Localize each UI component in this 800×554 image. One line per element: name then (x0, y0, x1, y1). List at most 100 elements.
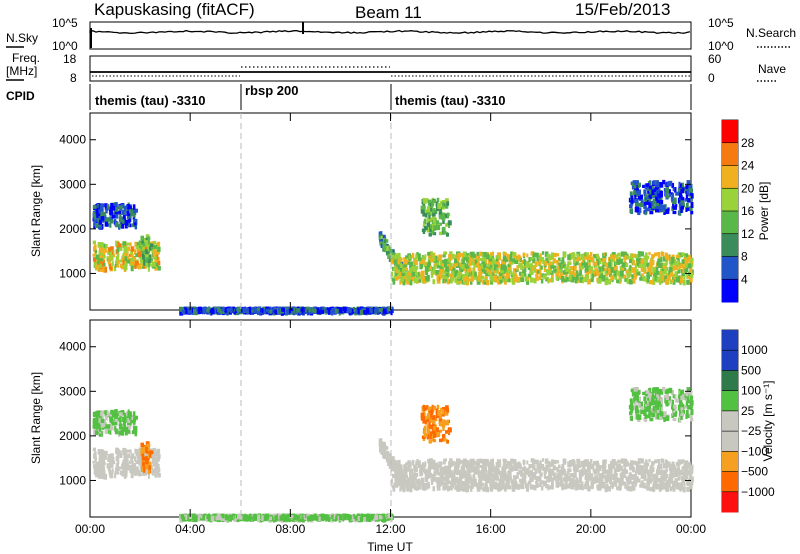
power-echo-cell (649, 259, 653, 264)
velocity-echo-cell (591, 481, 595, 485)
power-echo-cell (445, 279, 449, 283)
velocity-echo-cell (683, 470, 688, 475)
velocity-echo-cell (584, 474, 589, 479)
power-y-tick-label: 4000 (59, 133, 86, 147)
power-echo-cell (407, 276, 411, 282)
power-echo-cell (601, 275, 605, 282)
power-echo-cell (643, 189, 647, 195)
power-echo-cell (464, 276, 469, 281)
power-echo-cell (102, 250, 105, 256)
power-echo-cell (685, 206, 688, 212)
power-echo-cell (112, 254, 116, 258)
velocity-echo-cell (485, 478, 489, 484)
velocity-echo-cell (613, 480, 617, 484)
power-echo-cell (685, 184, 689, 190)
velocity-echo-cell (597, 467, 600, 473)
velocity-echo-cell (156, 456, 160, 462)
velocity-echo-cell (550, 472, 555, 476)
velocity-echo-cell (683, 480, 686, 487)
velocity-echo-cell (581, 481, 584, 486)
power-echo-cell (585, 254, 590, 260)
velocity-echo-cell (600, 479, 604, 484)
power-echo-cell (441, 259, 446, 264)
power-echo-cell (647, 190, 650, 194)
power-echo-cell (630, 253, 634, 259)
power-echo-cell (680, 275, 683, 279)
velocity-echo-cell (380, 442, 383, 446)
power-echo-cell (110, 202, 114, 208)
power-echo-cell (682, 279, 686, 286)
velocity-echo-cell (580, 472, 584, 477)
velocity-echo-cell (442, 423, 446, 428)
power-echo-cell (640, 267, 645, 272)
velocity-echo-cell (613, 476, 618, 481)
power-echo-cell (655, 196, 659, 201)
power-colorbar-step (722, 188, 738, 212)
power-echo-cell (481, 258, 485, 265)
power-echo-cell (626, 255, 630, 260)
velocity-echo-cell (469, 461, 473, 468)
velocity-echo-cell (509, 462, 513, 466)
velocity-echo-cell (439, 476, 444, 480)
velocity-echo-cell (579, 477, 582, 481)
power-echo-cell (498, 273, 501, 279)
power-echo-cell (127, 204, 131, 210)
velocity-echo-cell (156, 461, 159, 467)
velocity-echo-cell (430, 481, 434, 485)
power-echo-cell (533, 277, 537, 284)
velocity-echo-cell (628, 478, 632, 484)
power-echo-cell (100, 247, 105, 253)
power-echo-cell (428, 224, 431, 230)
power-echo-cell (547, 277, 550, 284)
power-echo-cell (400, 275, 405, 282)
velocity-echo-cell (556, 466, 559, 473)
velocity-echo-cell (109, 423, 114, 429)
velocity-echo-cell (122, 448, 126, 453)
power-echo-cell (574, 261, 577, 267)
velocity-echo-cell (652, 483, 655, 488)
velocity-echo-cell (407, 483, 411, 489)
velocity-echo-cell (474, 478, 477, 484)
velocity-echo-cell (403, 464, 406, 469)
power-echo-cell (681, 259, 685, 264)
power-echo-cell (429, 251, 433, 255)
power-echo-cell (611, 252, 616, 257)
velocity-echo-cell (690, 479, 694, 485)
velocity-echo-cell (408, 462, 411, 467)
power-echo-cell (435, 269, 440, 276)
velocity-echo-cell (529, 484, 534, 490)
power-echo-cell (124, 248, 128, 254)
power-echo-cell (403, 257, 406, 262)
velocity-echo-cell (681, 478, 686, 484)
velocity-echo-cell (145, 456, 149, 462)
velocity-echo-cell (426, 413, 431, 420)
power-echo-cell (437, 203, 442, 210)
velocity-echo-cell (442, 485, 445, 491)
velocity-echo-cell (155, 469, 159, 474)
velocity-echo-cell (559, 470, 562, 477)
power-echo-cell (133, 249, 137, 255)
velocity-echo-cell (602, 464, 607, 469)
power-echo-cell (94, 261, 97, 267)
velocity-echo-cell (432, 460, 435, 466)
power-echo-cell (149, 246, 152, 251)
velocity-echo-cell (394, 478, 397, 483)
power-echo-cell (573, 265, 577, 271)
power-echo-cell (403, 275, 408, 280)
power-echo-cell (683, 253, 687, 257)
power-echo-cell (555, 271, 560, 276)
velocity-echo-cell (484, 482, 488, 486)
velocity-echo-cell (571, 459, 575, 463)
velocity-echo-cell (668, 467, 672, 472)
velocity-echo-cell (589, 459, 593, 464)
power-echo-cell (101, 262, 104, 267)
velocity-echo-cell (148, 469, 151, 475)
power-echo-cell (473, 253, 476, 259)
power-echo-cell (404, 259, 408, 265)
velocity-echo-cell (449, 473, 453, 477)
power-echo-cell (506, 253, 510, 260)
velocity-echo-cell (682, 472, 685, 476)
power-echo-cell (420, 273, 425, 279)
power-echo-cell (483, 251, 487, 258)
velocity-echo-cell (118, 423, 123, 430)
